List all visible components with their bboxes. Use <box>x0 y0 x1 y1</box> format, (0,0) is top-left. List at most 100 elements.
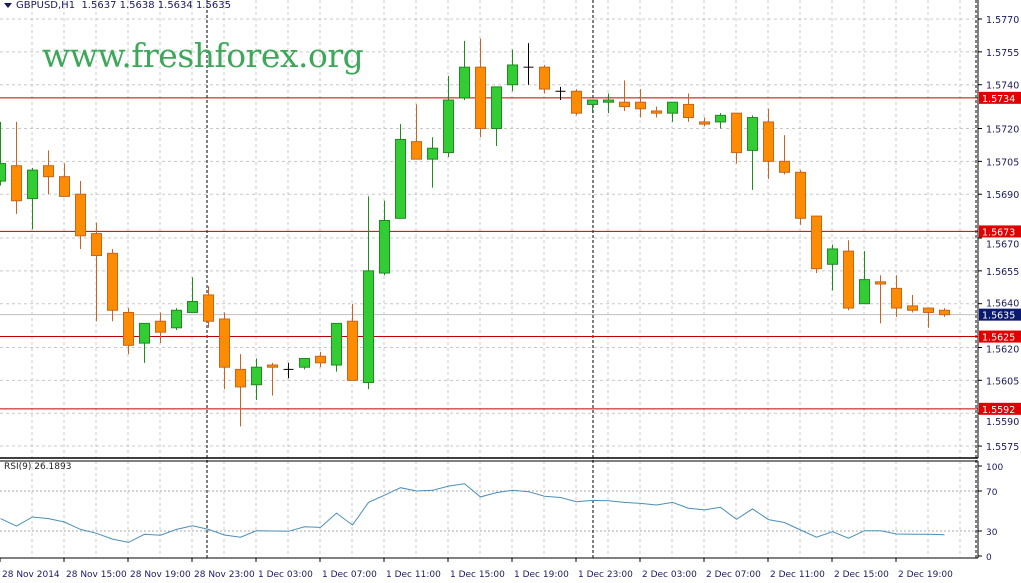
bull-candle <box>171 309 182 329</box>
ohlc-readout: 1.5637 1.5638 1.5634 1.5635 <box>81 0 231 11</box>
bear-candle <box>539 66 550 90</box>
time-tick-label: 2 Dec 03:00 <box>642 570 697 580</box>
rsi-tick-label: 0 <box>986 553 992 563</box>
watermark: www.freshforex.org <box>42 36 364 75</box>
bull-candle <box>827 248 838 265</box>
time-tick-label: 2 Dec 15:00 <box>834 570 889 580</box>
price-tick-label: 1.5640 <box>986 299 1019 310</box>
bear-candle <box>59 176 70 197</box>
bull-candle <box>379 219 390 274</box>
time-tick-label: 2 Dec 11:00 <box>770 570 825 580</box>
rsi-tick-label: 100 <box>986 463 1003 473</box>
bear-candle <box>123 311 134 346</box>
bull-candle <box>715 114 726 123</box>
bear-candle <box>891 287 902 309</box>
price-tick-label: 1.5620 <box>986 345 1019 356</box>
time-tick-label: 28 Nov 23:00 <box>194 570 255 580</box>
bull-candle <box>139 322 150 344</box>
time-tick-label: 28 Nov 2014 <box>2 570 60 580</box>
bull-candle <box>491 86 502 129</box>
time-tick-label: 1 Dec 11:00 <box>386 570 441 580</box>
time-tick-label: 1 Dec 07:00 <box>322 570 377 580</box>
time-tick-label: 1 Dec 15:00 <box>450 570 505 580</box>
price-tick-label: 1.5705 <box>986 157 1019 168</box>
bear-candle <box>763 121 774 162</box>
bear-candle <box>619 101 630 108</box>
bear-candle <box>923 307 934 313</box>
bull-candle <box>299 357 310 368</box>
bear-candle <box>571 90 582 114</box>
bull-candle <box>427 147 438 160</box>
rsi-tick-label: 30 <box>986 528 998 538</box>
bull-candle <box>667 101 678 114</box>
level-price-label: 1.5673 <box>982 227 1015 238</box>
bull-candle <box>331 322 342 366</box>
price-tick-label: 1.5575 <box>986 442 1019 453</box>
bear-candle <box>219 318 230 368</box>
bear-candle <box>907 305 918 311</box>
time-tick-label: 28 Nov 15:00 <box>66 570 127 580</box>
bear-candle <box>11 165 22 202</box>
bull-candle <box>603 99 614 103</box>
bear-candle <box>939 309 950 316</box>
bull-candle <box>747 117 758 151</box>
level-price-label: 1.5625 <box>982 333 1015 344</box>
time-tick-label: 1 Dec 23:00 <box>578 570 633 580</box>
bull-candle <box>395 138 406 219</box>
bull-candle <box>0 163 6 182</box>
symbol-label: GBPUSD,H1 <box>16 0 76 11</box>
bear-candle <box>75 193 86 237</box>
price-tick-label: 1.5755 <box>986 48 1019 59</box>
bear-candle <box>411 141 422 160</box>
bull-candle <box>859 279 870 305</box>
current-price-tag <box>979 308 1021 321</box>
current-price-label: 1.5635 <box>982 311 1015 322</box>
bull-candle <box>187 301 198 313</box>
rsi-tick-label: 70 <box>986 488 998 498</box>
price-tick-label: 1.5770 <box>986 15 1019 26</box>
bear-candle <box>699 121 710 125</box>
bear-candle <box>203 294 214 322</box>
rsi-label: RSI(9) 26.1893 <box>4 462 72 472</box>
bull-candle <box>363 270 374 384</box>
bear-candle <box>635 101 646 110</box>
level-price-label: 1.5592 <box>982 405 1015 416</box>
bear-candle <box>43 165 54 178</box>
price-tick-label: 1.5655 <box>986 267 1019 278</box>
level-price-label: 1.5734 <box>982 94 1015 105</box>
bear-candle <box>875 281 886 285</box>
bear-candle <box>779 160 790 173</box>
bear-candle <box>651 110 662 114</box>
time-tick-label: 2 Dec 19:00 <box>898 570 953 580</box>
time-tick-label: 1 Dec 19:00 <box>514 570 569 580</box>
bull-candle <box>443 99 454 154</box>
bull-candle <box>459 66 470 99</box>
time-tick-label: 28 Nov 19:00 <box>130 570 191 580</box>
level-price-tag <box>979 225 1021 238</box>
price-tick-label: 1.5590 <box>986 417 1019 428</box>
bear-candle <box>795 171 806 219</box>
dropdown-triangle-icon[interactable] <box>4 2 12 8</box>
level-price-tag <box>979 91 1021 104</box>
time-tick-label: 2 Dec 07:00 <box>706 570 761 580</box>
bear-candle <box>683 103 694 119</box>
bear-candle <box>315 355 326 364</box>
bear-candle <box>235 368 246 388</box>
bull-candle <box>251 366 262 386</box>
rsi-line <box>0 483 945 543</box>
bear-candle <box>107 252 118 311</box>
bear-candle <box>347 320 358 381</box>
price-tick-label: 1.5740 <box>986 81 1019 92</box>
time-tick-label: 1 Dec 03:00 <box>258 570 313 580</box>
bear-candle <box>811 215 822 270</box>
price-tick-label: 1.5690 <box>986 190 1019 201</box>
level-price-tag <box>979 402 1021 415</box>
level-price-tag <box>979 330 1021 343</box>
bull-candle <box>587 99 598 105</box>
bear-candle <box>475 66 486 129</box>
price-tick-label: 1.5670 <box>986 239 1019 250</box>
chart-header: GBPUSD,H1 1.5637 1.5638 1.5634 1.5635 <box>4 0 231 11</box>
bull-candle <box>27 169 38 200</box>
bear-candle <box>731 112 742 154</box>
